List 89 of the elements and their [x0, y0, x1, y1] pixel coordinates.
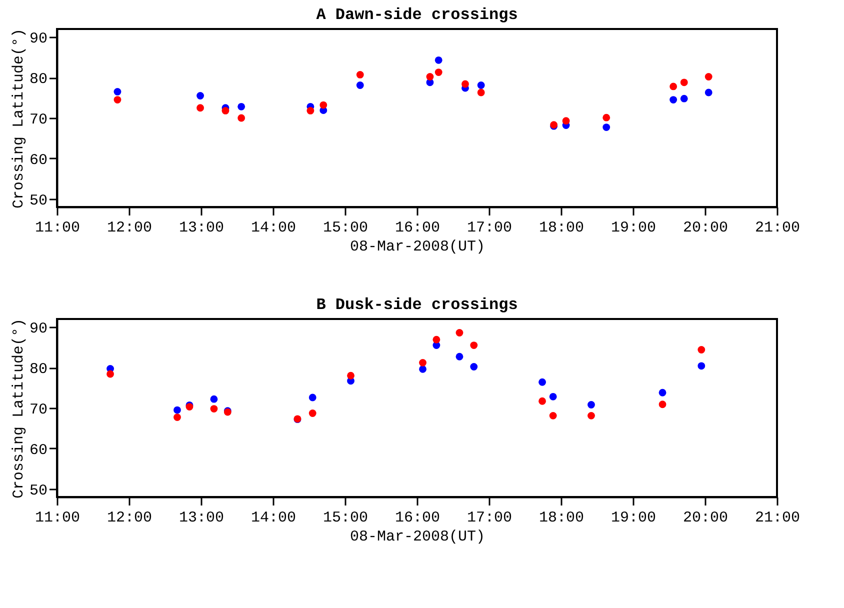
point: [432, 336, 440, 344]
point: [680, 78, 688, 86]
x-tick-label: 19:00: [610, 220, 656, 236]
x-tick-label: 12:00: [106, 510, 152, 526]
y-tick-label: 60: [29, 152, 48, 169]
point: [470, 363, 478, 370]
x-tick-label: 21:00: [754, 510, 800, 526]
point: [562, 117, 570, 125]
point: [456, 352, 464, 360]
point: [658, 388, 666, 396]
point: [456, 329, 464, 336]
point: [356, 82, 364, 89]
x-tick-label: 20:00: [682, 510, 728, 526]
y-tick-label: 80: [29, 361, 48, 378]
point: [434, 56, 442, 64]
point: [114, 88, 122, 96]
x-tick-label: 15:00: [322, 220, 368, 236]
point: [470, 342, 478, 349]
point: [347, 372, 354, 380]
point: [602, 114, 610, 122]
x-tick-label: 16:00: [394, 220, 440, 236]
x-tick-label: 21:00: [754, 220, 800, 236]
y-tick-label: 90: [29, 30, 48, 48]
point: [238, 102, 246, 110]
point: [462, 80, 469, 88]
point: [704, 73, 712, 80]
chart-title: B Dusk-side crossings: [316, 296, 518, 314]
x-axis-title: 08-Mar-2008(UT): [350, 528, 486, 546]
point: [549, 392, 557, 400]
point: [426, 73, 434, 80]
point: [680, 94, 688, 102]
y-tick-label: 90: [29, 320, 48, 338]
y-tick-label: 50: [29, 482, 48, 500]
y-tick-label: 50: [29, 192, 48, 210]
point: [419, 365, 426, 373]
y-tick-label: 60: [29, 442, 48, 459]
x-tick-label: 11:00: [34, 510, 80, 526]
x-tick-label: 14:00: [250, 220, 296, 236]
point: [588, 401, 595, 408]
x-tick-label: 18:00: [538, 220, 584, 236]
x-tick-label: 17:00: [466, 220, 512, 236]
x-tick-label: 16:00: [394, 510, 440, 526]
point: [698, 346, 706, 354]
point: [698, 362, 706, 370]
y-axis-title: Crossing Latitude(°): [10, 318, 28, 499]
x-tick-label: 14:00: [250, 510, 296, 526]
y-tick-label: 70: [29, 112, 48, 128]
point: [174, 414, 181, 422]
x-tick-label: 13:00: [178, 510, 224, 526]
point: [477, 88, 485, 96]
x-axis-title: 08-Mar-2008(UT): [350, 238, 486, 256]
point: [210, 405, 218, 413]
x-tick-label: 18:00: [538, 510, 584, 526]
point: [538, 378, 546, 386]
point: [308, 394, 316, 402]
x-tick-label: 17:00: [466, 510, 512, 526]
point: [588, 412, 595, 420]
point: [704, 88, 712, 96]
point: [238, 114, 246, 122]
x-tick-label: 15:00: [322, 510, 368, 526]
point: [222, 107, 230, 114]
point: [602, 124, 610, 132]
point: [434, 68, 442, 76]
y-tick-label: 70: [29, 402, 48, 418]
x-tick-label: 11:00: [34, 220, 80, 236]
point: [106, 370, 114, 378]
point: [477, 82, 485, 89]
point: [670, 82, 678, 90]
point: [670, 96, 678, 104]
point: [308, 410, 316, 417]
point: [356, 71, 364, 78]
point: [174, 406, 181, 414]
x-tick-label: 19:00: [610, 510, 656, 526]
point: [306, 107, 314, 114]
point: [549, 412, 557, 420]
point: [538, 397, 546, 405]
point: [114, 96, 122, 104]
y-axis-title: Crossing Latitude(°): [10, 28, 28, 209]
x-tick-label: 20:00: [682, 220, 728, 236]
chart-title: A Dawn-side crossings: [316, 6, 518, 24]
x-tick-label: 12:00: [106, 220, 152, 236]
y-tick-label: 80: [29, 71, 48, 88]
point: [419, 358, 426, 366]
point: [658, 400, 666, 408]
point: [210, 395, 218, 403]
point: [320, 101, 328, 109]
point: [196, 104, 204, 112]
point: [196, 92, 204, 100]
x-tick-label: 13:00: [178, 220, 224, 236]
